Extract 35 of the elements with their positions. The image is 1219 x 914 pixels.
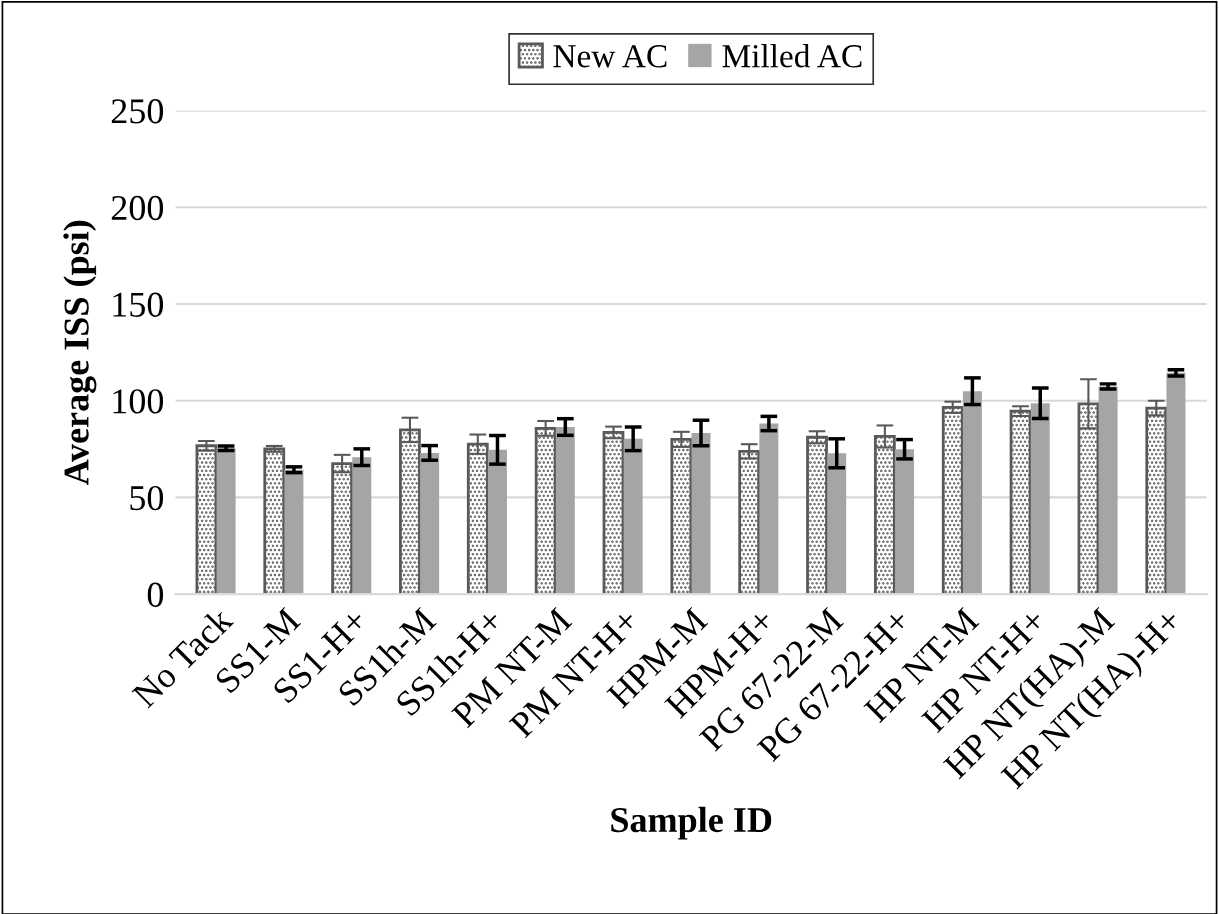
y-tick-label: 200	[111, 195, 164, 221]
bar	[623, 438, 643, 595]
bar	[420, 452, 440, 595]
bar	[1009, 409, 1032, 595]
bar	[670, 437, 693, 595]
bar	[691, 433, 711, 595]
bar	[738, 449, 761, 595]
bar	[1030, 403, 1050, 595]
bar	[284, 469, 304, 595]
bar	[487, 449, 507, 595]
y-tick-label: 50	[130, 485, 164, 511]
bar	[216, 448, 236, 595]
bar	[602, 431, 625, 595]
bar	[534, 426, 557, 595]
bar	[1145, 406, 1168, 595]
bar	[759, 423, 779, 595]
bar	[555, 427, 575, 595]
bar	[1166, 372, 1186, 595]
bar	[941, 405, 964, 595]
bar	[827, 453, 847, 595]
y-tick-label: 150	[113, 292, 164, 317]
legend-label: Milled AC	[722, 44, 862, 68]
bar	[1098, 386, 1118, 595]
y-tick-label: 0	[147, 582, 164, 607]
bar	[962, 391, 982, 595]
bar	[352, 457, 372, 595]
bar	[895, 449, 915, 595]
bar	[806, 435, 828, 595]
bar	[263, 447, 286, 595]
y-axis-title: Average ISS (psi)	[63, 220, 97, 486]
x-axis-title: Sample ID	[611, 806, 772, 840]
bar	[195, 444, 218, 595]
y-tick-label: 100	[113, 389, 164, 414]
legend-label: New AC	[553, 45, 667, 68]
y-tick-label: 250	[111, 99, 164, 124]
